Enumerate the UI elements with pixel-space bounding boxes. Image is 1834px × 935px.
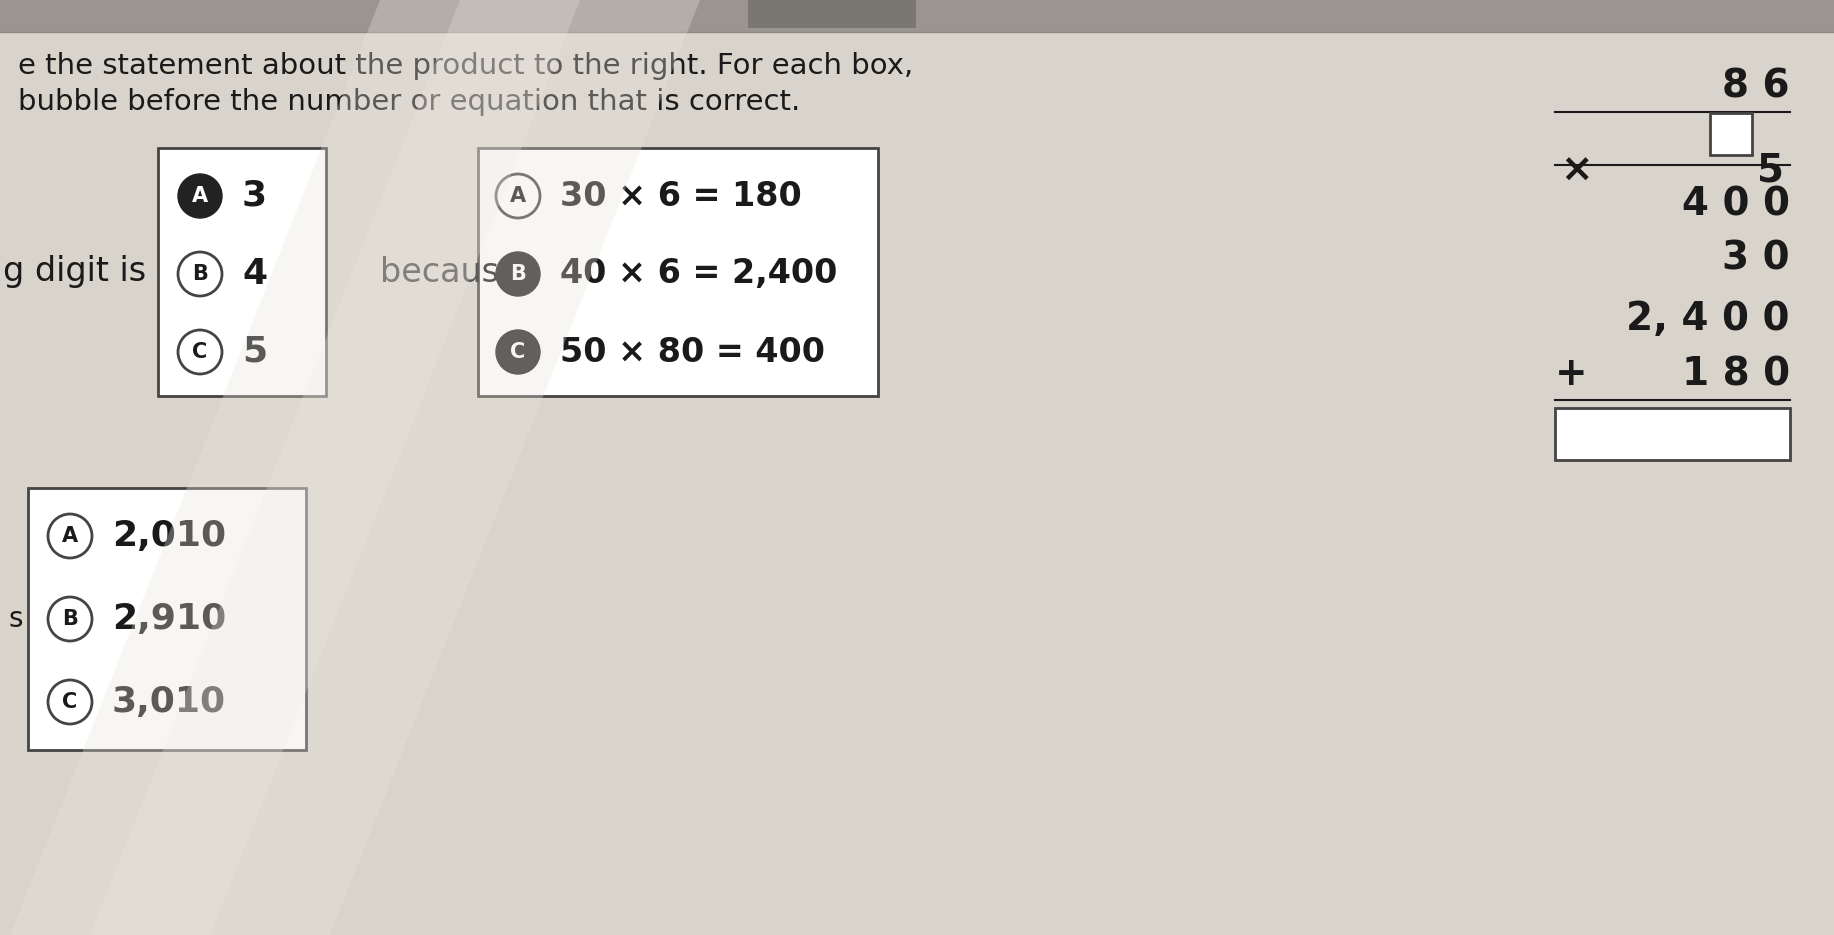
Polygon shape bbox=[9, 0, 701, 935]
Text: B: B bbox=[510, 264, 526, 284]
FancyBboxPatch shape bbox=[479, 148, 878, 396]
Text: 40 × 6 = 2,400: 40 × 6 = 2,400 bbox=[559, 257, 838, 291]
Text: 5: 5 bbox=[242, 335, 268, 369]
FancyBboxPatch shape bbox=[0, 0, 1834, 32]
Text: because: because bbox=[380, 255, 519, 289]
Text: 2,910: 2,910 bbox=[112, 602, 226, 636]
FancyBboxPatch shape bbox=[1709, 113, 1751, 155]
Text: 5: 5 bbox=[1757, 152, 1784, 190]
Polygon shape bbox=[90, 0, 580, 935]
Text: 3 0: 3 0 bbox=[1722, 240, 1790, 278]
Text: +: + bbox=[1555, 355, 1588, 393]
Text: 50 × 80 = 400: 50 × 80 = 400 bbox=[559, 336, 825, 368]
Text: B: B bbox=[193, 264, 207, 284]
Text: 1 8 0: 1 8 0 bbox=[1682, 355, 1790, 393]
Text: 8 6: 8 6 bbox=[1722, 68, 1790, 106]
FancyBboxPatch shape bbox=[1555, 408, 1790, 460]
FancyBboxPatch shape bbox=[158, 148, 326, 396]
Text: C: C bbox=[510, 342, 526, 362]
FancyBboxPatch shape bbox=[0, 32, 1834, 935]
Circle shape bbox=[48, 680, 92, 724]
Text: g digit is: g digit is bbox=[4, 255, 147, 289]
Text: 3,010: 3,010 bbox=[112, 685, 226, 719]
Text: 2,010: 2,010 bbox=[112, 519, 226, 553]
Text: 2, 4 0 0: 2, 4 0 0 bbox=[1627, 300, 1790, 338]
Text: B: B bbox=[62, 609, 77, 629]
Text: bubble before the number or equation that is correct.: bubble before the number or equation tha… bbox=[18, 88, 800, 116]
FancyBboxPatch shape bbox=[28, 488, 306, 750]
Circle shape bbox=[178, 174, 222, 218]
Text: 4: 4 bbox=[242, 257, 268, 291]
Text: s: s bbox=[7, 605, 22, 633]
Text: A: A bbox=[62, 526, 79, 546]
Text: 30 × 6 = 180: 30 × 6 = 180 bbox=[559, 180, 801, 212]
Text: A: A bbox=[193, 186, 207, 206]
Circle shape bbox=[178, 252, 222, 296]
Text: ×: × bbox=[1561, 152, 1592, 190]
Circle shape bbox=[48, 597, 92, 641]
Circle shape bbox=[495, 330, 539, 374]
Text: 3: 3 bbox=[242, 179, 268, 213]
Circle shape bbox=[495, 174, 539, 218]
Text: 4 0 0: 4 0 0 bbox=[1682, 185, 1790, 223]
Text: C: C bbox=[193, 342, 207, 362]
Circle shape bbox=[178, 330, 222, 374]
Text: e the statement about the product to the right. For each box,: e the statement about the product to the… bbox=[18, 52, 913, 80]
Circle shape bbox=[495, 252, 539, 296]
FancyBboxPatch shape bbox=[748, 0, 915, 28]
Text: C: C bbox=[62, 692, 77, 712]
Text: A: A bbox=[510, 186, 526, 206]
Circle shape bbox=[48, 514, 92, 558]
